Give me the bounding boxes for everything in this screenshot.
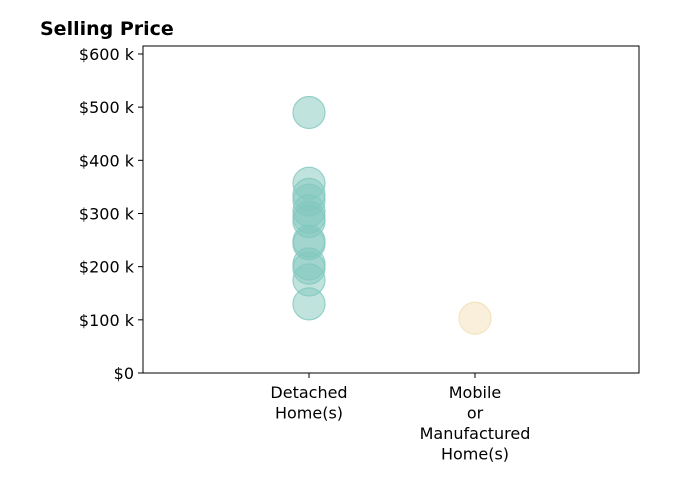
data-point xyxy=(292,95,326,130)
data-point xyxy=(292,287,326,321)
chart-title: Selling Price xyxy=(40,18,174,40)
x-tick-label-line: Home(s) xyxy=(275,404,343,423)
data-point xyxy=(458,301,492,335)
x-tick-label-line: Home(s) xyxy=(441,445,509,464)
y-tick-label: $200 k xyxy=(79,258,135,277)
plot-area: $0 $100 k $200 k $300 k $400 k $500 k $600 k De… xyxy=(79,45,640,464)
x-tick-label-line: Manufactured xyxy=(420,424,531,443)
y-tick-label: $300 k xyxy=(79,204,135,223)
x-tick-label: Mobile or Manufactured Home(s) xyxy=(420,383,531,464)
y-tick-label: $600 k xyxy=(79,45,135,64)
x-tick-label-line: or xyxy=(467,404,484,423)
y-tick-label: $0 xyxy=(114,364,134,383)
x-tick-label-line: Mobile xyxy=(449,383,501,402)
y-tick-label: $400 k xyxy=(79,151,135,170)
x-tick-label-line: Detached xyxy=(270,383,347,402)
plot-frame xyxy=(142,45,640,374)
y-tick-label: $500 k xyxy=(79,98,135,117)
y-tick-label: $100 k xyxy=(79,311,135,330)
x-tick-label: Detached Home(s) xyxy=(270,383,347,423)
